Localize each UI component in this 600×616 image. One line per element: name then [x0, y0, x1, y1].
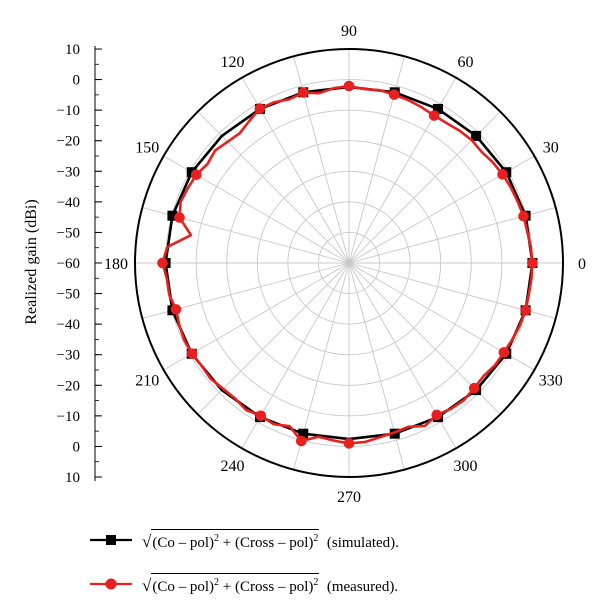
- angle-label: 180: [104, 256, 128, 273]
- angle-label: 240: [221, 458, 245, 475]
- radial-tick-top: −20: [57, 134, 80, 150]
- data-point-measured: [295, 435, 307, 447]
- data-point-measured: [254, 103, 266, 114]
- y-axis-label: Realized gain (dBi): [23, 199, 40, 324]
- series-layer: [157, 80, 538, 449]
- legend-label-measured: √(Co – pol)2 + (Cross – pol)2 (measured)…: [142, 572, 398, 596]
- angle-label: 210: [135, 373, 159, 390]
- radial-tick-top: −40: [57, 195, 80, 211]
- data-point-measured: [388, 89, 400, 100]
- data-point-measured: [190, 169, 202, 181]
- radial-tick-top: 0: [73, 73, 81, 89]
- data-point-measured: [520, 305, 531, 316]
- radial-tick-bottom: −20: [57, 378, 80, 394]
- angle-label: 0: [578, 256, 586, 273]
- data-point-measured: [498, 347, 510, 358]
- data-point-measured: [174, 212, 185, 223]
- data-point-simulated: [471, 130, 482, 141]
- angle-label: 270: [337, 489, 361, 506]
- data-point-measured: [298, 87, 309, 98]
- radial-tick-top: 10: [65, 42, 80, 58]
- data-point-measured: [431, 409, 443, 421]
- radial-tick-top: −60: [57, 256, 80, 272]
- angle-label: 300: [454, 458, 478, 475]
- grid-spoke: [197, 111, 350, 264]
- radial-tick-bottom: 10: [65, 470, 80, 486]
- legend-label-simulated: √(Co – pol)2 + (Cross – pol)2 (simulated…: [142, 528, 399, 552]
- data-point-measured: [343, 438, 355, 449]
- legend-swatch-simulated: [88, 530, 134, 550]
- angle-label: 120: [221, 54, 245, 71]
- data-point-simulated: [298, 428, 309, 439]
- data-point-measured: [527, 257, 538, 269]
- angle-label: 150: [135, 140, 159, 157]
- grid-spoke: [197, 262, 350, 415]
- radial-tick-bottom: −50: [57, 287, 80, 303]
- radial-axis: 10 0 −10 −20 −30 −40 −50 −60 −50 −40 −30 −20 −10 0 10: [57, 42, 102, 486]
- legend-item-measured: √(Co – pol)2 + (Cross – pol)2 (measured)…: [88, 569, 588, 599]
- data-point-measured: [343, 80, 355, 92]
- angle-label: 30: [543, 140, 559, 157]
- radial-tick-bottom: −10: [57, 409, 80, 425]
- angle-label: 90: [341, 23, 357, 40]
- data-point-measured: [497, 169, 508, 180]
- data-point-measured: [186, 348, 198, 359]
- data-point-measured: [428, 110, 440, 121]
- radial-tick-top: −30: [57, 164, 80, 180]
- radial-tick-top: −50: [57, 225, 80, 241]
- radial-tick-bottom: −30: [57, 348, 80, 364]
- radial-tick-top: −10: [57, 103, 80, 119]
- angle-label: 60: [458, 54, 474, 71]
- data-point-measured: [255, 410, 267, 422]
- polar-grid: [134, 48, 564, 478]
- data-point-measured: [518, 210, 529, 222]
- angle-label: 330: [539, 373, 563, 390]
- data-point-simulated: [167, 210, 178, 221]
- data-point-measured: [468, 382, 480, 394]
- data-point-measured: [170, 304, 182, 315]
- outer-ring: [134, 48, 564, 478]
- legend-item-simulated: √(Co – pol)2 + (Cross – pol)2 (simulated…: [88, 525, 588, 555]
- data-point-measured: [157, 257, 168, 269]
- angle-labels: 0 30 60 90 120 150 180 210 240 270 300 330: [104, 23, 586, 506]
- radial-tick-bottom: 0: [73, 439, 81, 455]
- radial-tick-bottom: −40: [57, 317, 80, 333]
- legend-swatch-measured: [88, 574, 134, 594]
- data-point-simulated: [432, 103, 443, 114]
